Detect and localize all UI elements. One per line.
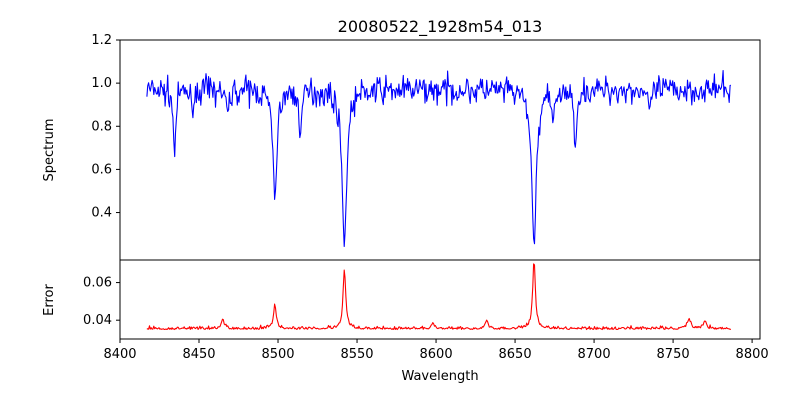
spectrum-y-tick-label: 0.6 bbox=[91, 162, 112, 177]
x-tick-label: 8800 bbox=[736, 347, 769, 362]
x-tick-label: 8700 bbox=[578, 347, 611, 362]
error-axes-frame bbox=[119, 259, 761, 340]
x-tick-label: 8400 bbox=[103, 347, 136, 362]
error-y-label: Error bbox=[42, 284, 57, 316]
spectrum-series-line bbox=[146, 69, 731, 248]
x-tick-label: 8650 bbox=[499, 347, 532, 362]
spectrum-y-tick-label: 1.2 bbox=[91, 33, 112, 48]
error-series-line bbox=[146, 263, 732, 331]
spectrum-y-tick-label: 0.8 bbox=[91, 119, 112, 134]
chart-title: 20080522_1928m54_013 bbox=[338, 17, 543, 37]
error-y-tick-label: 0.06 bbox=[83, 276, 112, 291]
x-tick-label: 8600 bbox=[420, 347, 453, 362]
x-axis-label: Wavelength bbox=[401, 369, 478, 384]
x-tick-label: 8550 bbox=[340, 347, 373, 362]
spectrum-y-tick-label: 1.0 bbox=[91, 76, 112, 91]
x-tick-label: 8500 bbox=[261, 347, 294, 362]
chart-marks: 0.4 0.6 0.8 1.0 1.2 0.04 0.06 8400 8450 8500 8550 8… bbox=[83, 33, 769, 362]
x-tick-label: 8750 bbox=[657, 347, 690, 362]
spectrum-y-tick-label: 0.4 bbox=[91, 206, 112, 221]
x-tick-label: 8450 bbox=[182, 347, 215, 362]
spectrum-y-label: Spectrum bbox=[42, 119, 57, 182]
error-y-tick-label: 0.04 bbox=[83, 313, 112, 328]
